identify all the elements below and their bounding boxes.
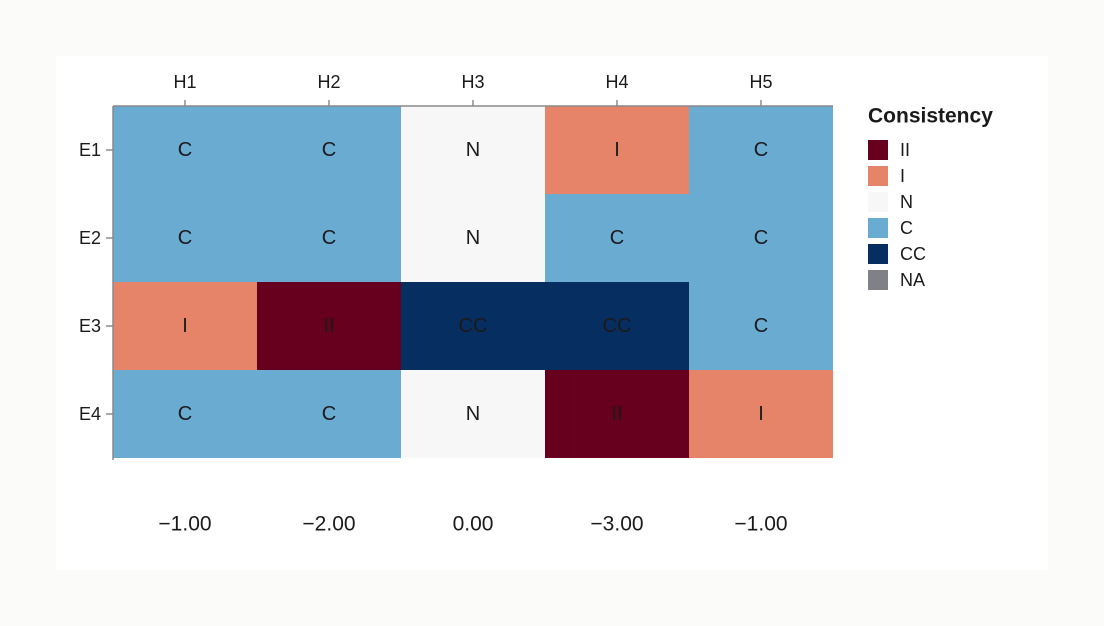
cell-label: CC	[603, 315, 632, 337]
heatmap-cell	[113, 282, 257, 370]
legend-label: NA	[900, 270, 925, 290]
heatmap-cell	[545, 282, 689, 370]
cell-label: C	[178, 403, 192, 425]
column-total: −1.00	[734, 513, 787, 536]
cell-label: I	[182, 315, 188, 337]
heatmap-cell	[257, 370, 401, 458]
legend-swatch	[868, 244, 888, 264]
heatmap-cell	[401, 106, 545, 194]
legend-swatch	[868, 192, 888, 212]
cell-label: I	[614, 139, 620, 161]
heatmap-cell	[689, 282, 833, 370]
column-label: H2	[317, 72, 340, 92]
cell-label: I	[758, 403, 764, 425]
column-total: −2.00	[302, 513, 355, 536]
heatmap-cell	[545, 194, 689, 282]
heatmap-cell	[257, 282, 401, 370]
legend-label: I	[900, 166, 905, 186]
heatmap-cell	[257, 194, 401, 282]
cell-label: C	[610, 227, 624, 249]
cell-label: C	[322, 139, 336, 161]
cell-label: II	[611, 403, 622, 425]
column-total: −1.00	[158, 513, 211, 536]
legend-swatch	[868, 166, 888, 186]
cell-label: N	[466, 403, 480, 425]
heatmap-cell	[689, 194, 833, 282]
cell-label: II	[323, 315, 334, 337]
cell-label: N	[466, 139, 480, 161]
cell-label: C	[322, 227, 336, 249]
heatmap-cell	[401, 194, 545, 282]
legend-label: N	[900, 192, 913, 212]
legend-title: Consistency	[868, 105, 993, 128]
heatmap-cell	[113, 370, 257, 458]
column-label: H4	[605, 72, 628, 92]
cell-label: C	[754, 227, 768, 249]
heatmap-cell	[113, 106, 257, 194]
row-label: E1	[79, 140, 101, 160]
column-total: −3.00	[590, 513, 643, 536]
cell-label: C	[322, 403, 336, 425]
column-total: 0.00	[453, 513, 494, 536]
consistency-heatmap: C C N I CC C N C CI II CC CC CC C N II I H1 H2 H3 H4 H5E1E2E…	[79, 72, 993, 536]
legend-swatch	[868, 140, 888, 160]
heatmap-cell	[545, 370, 689, 458]
cell-label: CC	[459, 315, 488, 337]
heatmap-cell	[689, 106, 833, 194]
cell-label: N	[466, 227, 480, 249]
legend-swatch	[868, 218, 888, 238]
heatmap-cell	[113, 194, 257, 282]
cell-label: C	[754, 139, 768, 161]
heatmap-cell	[401, 282, 545, 370]
row-label: E3	[79, 316, 101, 336]
heatmap-cell	[401, 370, 545, 458]
chart-card: C C N I C C C N C C I II CC CC C C C N II I H1 H2 H3 H4 H5 E1 E2 E…	[56, 56, 1048, 570]
column-label: H1	[173, 72, 196, 92]
legend-label: II	[900, 140, 910, 160]
column-label: H5	[749, 72, 772, 92]
legend-label: C	[900, 218, 913, 238]
cell-label: C	[178, 139, 192, 161]
heatmap-cell	[545, 106, 689, 194]
heatmap-cell	[257, 106, 401, 194]
legend-label: CC	[900, 244, 926, 264]
row-label: E4	[79, 404, 101, 424]
cell-label: C	[178, 227, 192, 249]
row-label: E2	[79, 228, 101, 248]
legend-swatch	[868, 270, 888, 290]
cell-label: C	[754, 315, 768, 337]
heatmap-cell	[689, 370, 833, 458]
column-label: H3	[461, 72, 484, 92]
